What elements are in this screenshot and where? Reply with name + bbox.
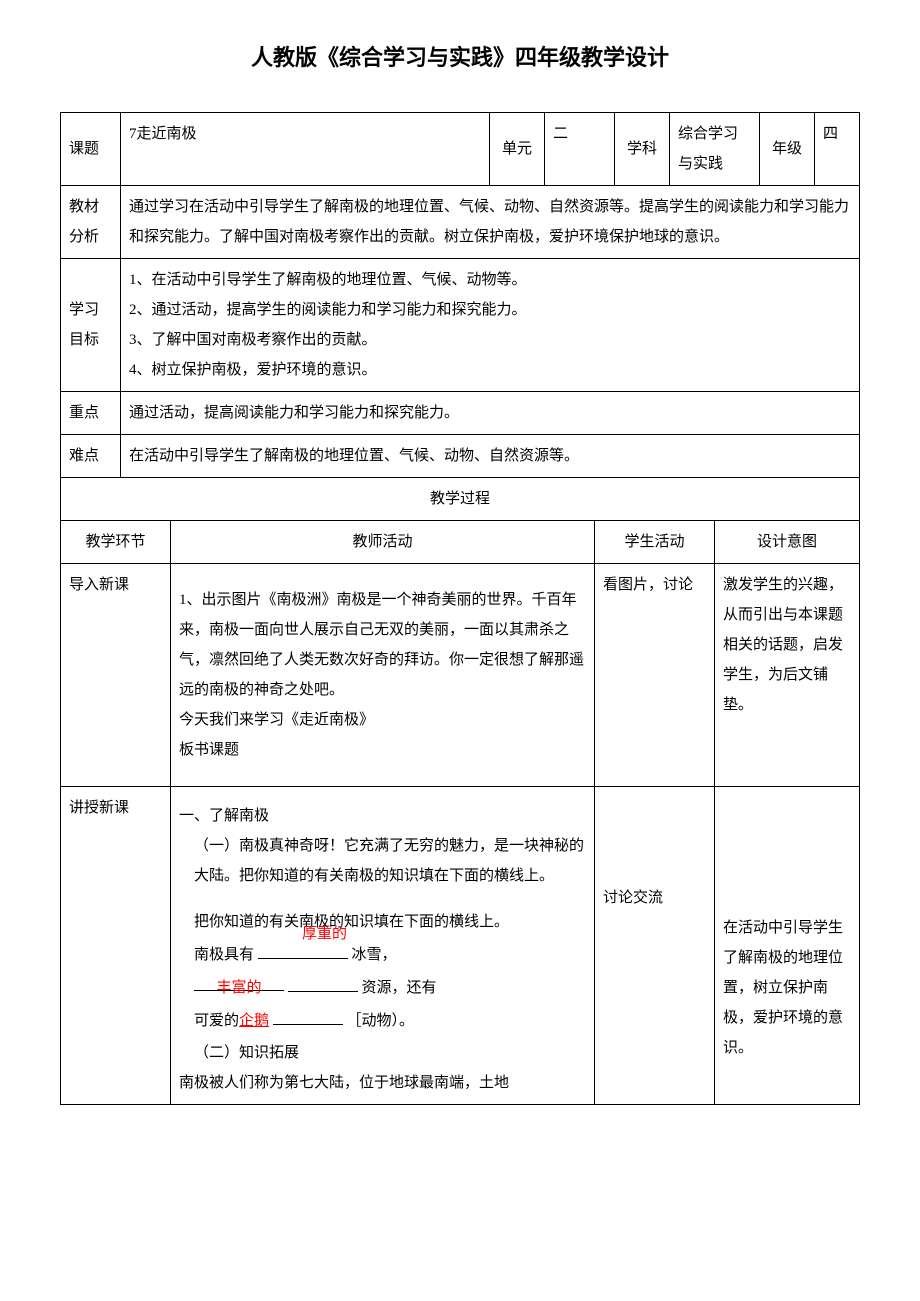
header-row: 课题 7走近南极 单元 二 学科 综合学习与实践 年级 四 (61, 113, 860, 186)
blank-2b (288, 973, 358, 992)
fill-l3-suffix: ［动物）。 (347, 1013, 415, 1029)
difficulty-label: 难点 (61, 435, 121, 478)
blank-2a: 丰富的 (194, 972, 284, 991)
intro-design: 激发学生的兴趣，从而引出与本课题相关的话题，启发学生，为后文铺垫。 (715, 564, 860, 787)
fill-answer-2: 丰富的 (216, 980, 261, 996)
lecture-s1-title: 一、了解南极 (179, 801, 586, 831)
lecture-student-text: 讨论交流 (603, 883, 706, 913)
fill-exercise: 把你知道的有关南极的知识填在下面的横线上。 厚重的 南极具有 冰雪， 丰富的 资… (179, 906, 586, 1038)
intro-p2: 今天我们来学习《走近南极》 (179, 705, 586, 735)
fill-answer-3: 企鹅 (239, 1013, 269, 1029)
difficulty-row: 难点 在活动中引导学生了解南极的地理位置、气候、动物、自然资源等。 (61, 435, 860, 478)
objectives-text: 1、在活动中引导学生了解南极的地理位置、气候、动物等。 2、通过活动，提高学生的… (121, 259, 860, 392)
process-table: 教学环节 教师活动 学生活动 设计意图 导入新课 1、出示图片《南极洲》南极是一… (60, 521, 860, 1105)
objectives-row: 学习目标 1、在活动中引导学生了解南极的地理位置、气候、动物等。 2、通过活动，… (61, 259, 860, 392)
lecture-teacher: 一、了解南极 （一）南极真神奇呀！它充满了无穷的魅力，是一块神秘的大陆。把你知道… (171, 787, 595, 1105)
process-header-row: 教学过程 (61, 478, 860, 521)
lesson-plan-table: 课题 7走近南极 单元 二 学科 综合学习与实践 年级 四 教材分析 通过学习在… (60, 112, 860, 521)
topic-value: 7走近南极 (121, 113, 490, 186)
lecture-student: 讨论交流 (595, 787, 715, 1105)
col-teacher: 教师活动 (171, 521, 595, 564)
intro-row: 导入新课 1、出示图片《南极洲》南极是一个神奇美丽的世界。千百年来，南极一面向世… (61, 564, 860, 787)
intro-p3: 板书课题 (179, 735, 586, 765)
keypoint-text: 通过活动，提高阅读能力和学习能力和探究能力。 (121, 392, 860, 435)
lecture-s1-intro: （一）南极真神奇呀！它充满了无穷的魅力，是一块神秘的大陆。把你知道的有关南极的知… (179, 831, 586, 891)
difficulty-text: 在活动中引导学生了解南极的地理位置、气候、动物、自然资源等。 (121, 435, 860, 478)
lecture-design-text: 在活动中引导学生了解南极的地理位置，树立保护南极，爱护环境的意识。 (723, 913, 851, 1063)
keypoint-label: 重点 (61, 392, 121, 435)
process-header: 教学过程 (61, 478, 860, 521)
fill-l1-suffix: 冰雪， (352, 947, 397, 963)
intro-student: 看图片，讨论 (595, 564, 715, 787)
subject-value: 综合学习与实践 (670, 113, 760, 186)
lecture-row: 讲授新课 一、了解南极 （一）南极真神奇呀！它充满了无穷的魅力，是一块神秘的大陆… (61, 787, 860, 1105)
lecture-env: 讲授新课 (61, 787, 171, 1105)
col-design: 设计意图 (715, 521, 860, 564)
col-student: 学生活动 (595, 521, 715, 564)
fill-intro: 把你知道的有关南极的知识填在下面的横线上。 (194, 906, 586, 939)
unit-value: 二 (545, 113, 615, 186)
lecture-s2-title: （二）知识拓展 (179, 1038, 586, 1068)
blank-3 (273, 1006, 343, 1025)
subject-label: 学科 (615, 113, 670, 186)
fill-answer-1: 厚重的 (302, 918, 347, 951)
lecture-s2-text: 南极被人们称为第七大陆，位于地球最南端，土地 (179, 1068, 586, 1098)
analysis-label: 教材分析 (61, 186, 121, 259)
objective-item: 2、通过活动，提高学生的阅读能力和学习能力和探究能力。 (129, 295, 851, 325)
objective-item: 1、在活动中引导学生了解南极的地理位置、气候、动物等。 (129, 265, 851, 295)
process-cols-row: 教学环节 教师活动 学生活动 设计意图 (61, 521, 860, 564)
unit-label: 单元 (490, 113, 545, 186)
col-env: 教学环节 (61, 521, 171, 564)
intro-teacher: 1、出示图片《南极洲》南极是一个神奇美丽的世界。千百年来，南极一面向世人展示自己… (171, 564, 595, 787)
keypoint-row: 重点 通过活动，提高阅读能力和学习能力和探究能力。 (61, 392, 860, 435)
objectives-label: 学习目标 (61, 259, 121, 392)
fill-l2-suffix: 资源，还有 (362, 980, 437, 996)
analysis-text: 通过学习在活动中引导学生了解南极的地理位置、气候、动物、自然资源等。提高学生的阅… (121, 186, 860, 259)
objective-item: 3、了解中国对南极考察作出的贡献。 (129, 325, 851, 355)
fill-l1-prefix: 南极具有 (194, 947, 254, 963)
analysis-row: 教材分析 通过学习在活动中引导学生了解南极的地理位置、气候、动物、自然资源等。提… (61, 186, 860, 259)
page-title: 人教版《综合学习与实践》四年级教学设计 (60, 40, 860, 72)
intro-p1: 1、出示图片《南极洲》南极是一个神奇美丽的世界。千百年来，南极一面向世人展示自己… (179, 585, 586, 705)
topic-label: 课题 (61, 113, 121, 186)
objective-item: 4、树立保护南极，爱护环境的意识。 (129, 355, 851, 385)
lecture-design: 在活动中引导学生了解南极的地理位置，树立保护南极，爱护环境的意识。 (715, 787, 860, 1105)
grade-value: 四 (815, 113, 860, 186)
grade-label: 年级 (760, 113, 815, 186)
intro-env: 导入新课 (61, 564, 171, 787)
fill-l3-prefix: 可爱的 (194, 1013, 239, 1029)
